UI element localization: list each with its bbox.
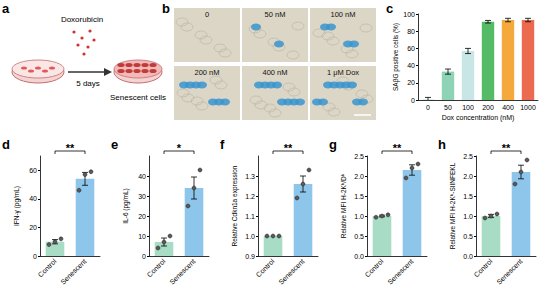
svg-text:60: 60 [407, 45, 415, 52]
svg-text:100: 100 [462, 104, 474, 111]
svg-text:2.5: 2.5 [354, 153, 364, 160]
svg-text:1.1: 1.1 [245, 213, 255, 220]
svg-text:50 nM: 50 nM [265, 10, 286, 19]
svg-text:c: c [386, 1, 393, 16]
svg-text:Control: Control [37, 257, 58, 278]
svg-text:1 μM Dox: 1 μM Dox [327, 68, 359, 77]
svg-text:200 nM: 200 nM [194, 68, 219, 77]
svg-text:0.5: 0.5 [354, 233, 364, 240]
svg-text:g: g [329, 137, 337, 152]
svg-text:20: 20 [407, 79, 415, 86]
svg-text:Senescent: Senescent [168, 257, 196, 285]
svg-text:400: 400 [502, 104, 514, 111]
svg-text:Control: Control [146, 257, 167, 278]
svg-text:2.5: 2.5 [463, 153, 473, 160]
svg-text:1.3: 1.3 [245, 173, 255, 180]
svg-text:0: 0 [426, 104, 430, 111]
svg-text:100: 100 [403, 11, 415, 18]
svg-text:1.5: 1.5 [463, 193, 473, 200]
svg-text:0.9: 0.9 [245, 253, 255, 260]
svg-text:Control: Control [364, 257, 385, 278]
svg-text:80: 80 [407, 28, 415, 35]
svg-text:2.0: 2.0 [463, 173, 473, 180]
svg-text:1.0: 1.0 [463, 213, 473, 220]
svg-text:0.0: 0.0 [463, 253, 473, 260]
svg-text:1.0: 1.0 [245, 233, 255, 240]
svg-text:20: 20 [29, 224, 37, 231]
svg-text:0: 0 [142, 253, 146, 260]
svg-text:Control: Control [255, 257, 276, 278]
svg-text:0: 0 [411, 97, 415, 104]
svg-text:0: 0 [205, 10, 209, 19]
svg-text:40: 40 [407, 62, 415, 69]
svg-text:50: 50 [444, 104, 452, 111]
svg-text:Doxorubicin: Doxorubicin [61, 15, 103, 24]
svg-text:40: 40 [29, 195, 37, 202]
svg-text:30: 30 [138, 193, 146, 200]
svg-text:**: ** [393, 142, 402, 154]
svg-text:h: h [438, 137, 446, 152]
svg-text:Senescent: Senescent [386, 257, 414, 285]
svg-text:IL-6 (pg/mL): IL-6 (pg/mL) [122, 188, 130, 223]
svg-text:Relative MFI H-2Kᵇ-SIINFEKL: Relative MFI H-2Kᵇ-SIINFEKL [449, 162, 456, 249]
svg-text:*: * [177, 142, 182, 154]
svg-text:IFN-γ (pg/mL): IFN-γ (pg/mL) [13, 186, 21, 226]
svg-text:2.0: 2.0 [354, 173, 364, 180]
svg-text:b: b [162, 1, 170, 16]
svg-text:a: a [2, 1, 10, 16]
svg-text:5 days: 5 days [76, 79, 100, 88]
svg-text:1.2: 1.2 [245, 193, 255, 200]
svg-text:Senescent: Senescent [59, 257, 87, 285]
svg-text:1000: 1000 [520, 104, 536, 111]
svg-text:Senescent cells: Senescent cells [110, 93, 166, 102]
svg-text:SAβG positive cells (%): SAβG positive cells (%) [392, 23, 400, 91]
svg-text:100 nM: 100 nM [330, 10, 355, 19]
svg-text:**: ** [66, 142, 75, 154]
svg-text:0.0: 0.0 [354, 253, 364, 260]
svg-text:1.0: 1.0 [354, 213, 364, 220]
svg-text:Senescent: Senescent [495, 257, 523, 285]
svg-text:10: 10 [138, 233, 146, 240]
svg-text:200: 200 [482, 104, 494, 111]
svg-text:20: 20 [138, 213, 146, 220]
svg-text:Relative Cdkn1a expression: Relative Cdkn1a expression [231, 165, 239, 246]
svg-text:Control: Control [473, 257, 494, 278]
svg-text:1.5: 1.5 [354, 193, 364, 200]
svg-text:Dox concentration (nM): Dox concentration (nM) [442, 114, 515, 122]
svg-text:f: f [220, 137, 225, 152]
svg-text:40: 40 [138, 173, 146, 180]
svg-text:**: ** [502, 142, 511, 154]
svg-text:Senescent: Senescent [277, 257, 305, 285]
svg-text:e: e [111, 137, 118, 152]
svg-text:Relative MFI H-2Kᵇ/Dᵇ: Relative MFI H-2Kᵇ/Dᵇ [340, 173, 347, 238]
svg-text:0: 0 [33, 253, 37, 260]
svg-text:0.5: 0.5 [463, 233, 473, 240]
svg-text:60: 60 [29, 167, 37, 174]
svg-text:400 nM: 400 nM [262, 68, 287, 77]
svg-text:d: d [2, 137, 10, 152]
svg-text:**: ** [284, 142, 293, 154]
